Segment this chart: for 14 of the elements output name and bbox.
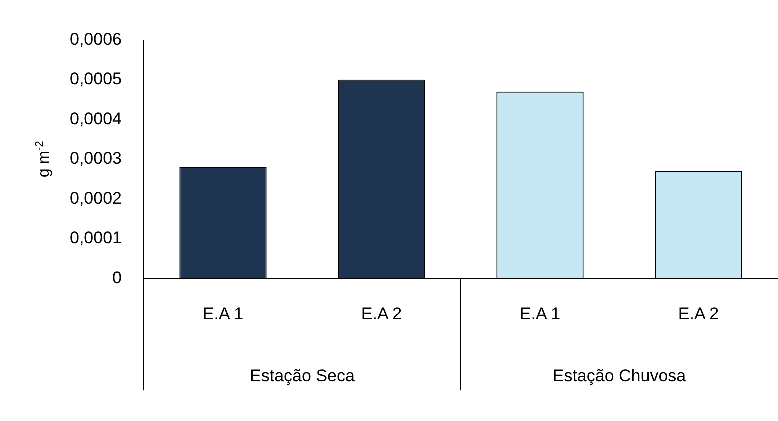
x-tick-label: E.A 1 — [202, 304, 244, 324]
y-tick-label: 0 — [112, 268, 122, 288]
y-tick-label: 0,0001 — [70, 228, 122, 248]
text: Estação Seca — [250, 366, 356, 386]
y-tick-label: 0,0004 — [70, 109, 122, 128]
y-tick-label: 0,0005 — [70, 70, 122, 89]
y-axis-title: g m-2 — [34, 141, 53, 178]
y-tick-label: 0,0002 — [70, 188, 122, 208]
x-tick-label: E.A 2 — [361, 304, 402, 324]
x-tick-label: E.A 1 — [520, 304, 561, 324]
text: Estação Chuvosa — [552, 366, 687, 386]
y-tick-label: 0,0003 — [70, 149, 122, 168]
x-tick-label: E.A 2 — [678, 304, 720, 324]
y-tick-label: 0,0006 — [70, 30, 122, 49]
